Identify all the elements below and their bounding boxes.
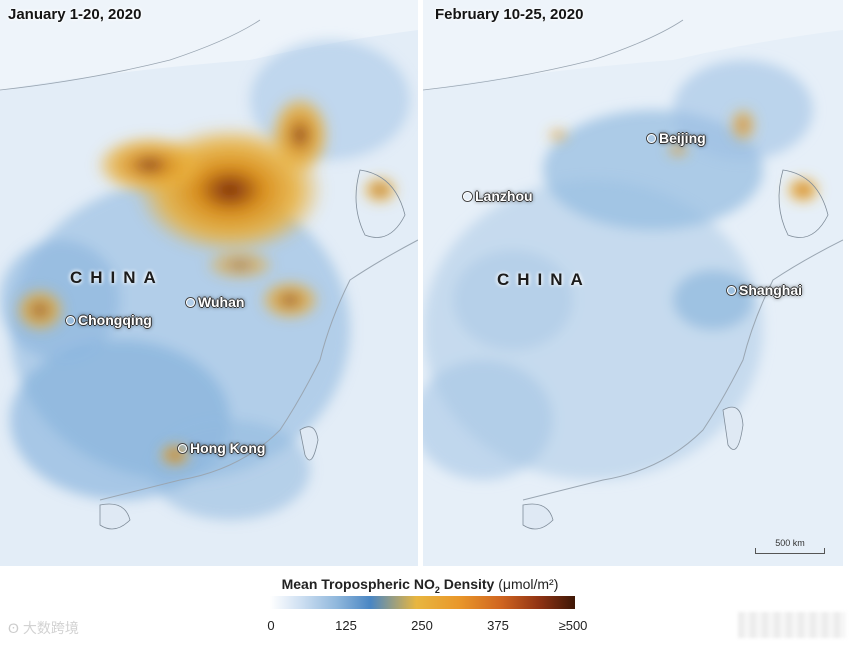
- city-marker-lanzhou[interactable]: Lanzhou: [463, 188, 533, 204]
- legend-unit: (μmol/m²): [498, 576, 559, 592]
- map-panel-january: January 1-20, 2020 CHINA Chongqing Wuhan…: [0, 0, 418, 566]
- blurred-qr-code: [738, 612, 846, 638]
- city-marker-beijing[interactable]: Beijing: [647, 130, 706, 146]
- watermark: ʘ 大数跨境: [8, 618, 79, 638]
- city-marker-shanghai[interactable]: Shanghai: [727, 282, 802, 298]
- no2-map-february: [423, 0, 843, 566]
- city-location-dot: [66, 315, 75, 325]
- city-label-hong-kong: Hong Kong: [190, 440, 266, 456]
- scale-bar: 500 km: [755, 538, 825, 558]
- legend-tick: ≥500: [558, 618, 588, 633]
- no2-map-january: [0, 0, 418, 566]
- city-label-lanzhou: Lanzhou: [475, 188, 533, 204]
- city-location-dot: [178, 443, 187, 453]
- city-location-dot: [463, 191, 472, 201]
- watermark-text: 大数跨境: [22, 620, 79, 636]
- legend-title-rest: Density: [439, 576, 499, 592]
- city-location-dot: [186, 297, 195, 307]
- scale-bar-label: 500 km: [775, 538, 805, 548]
- legend-title: Mean Tropospheric NO2 Density (μmol/m²): [0, 576, 840, 595]
- city-marker-wuhan[interactable]: Wuhan: [186, 294, 244, 310]
- legend-tick: 250: [411, 618, 433, 633]
- city-label-chongqing: Chongqing: [78, 312, 152, 328]
- city-location-dot: [647, 133, 656, 143]
- legend-tick: 0: [267, 618, 275, 633]
- city-marker-chongqing[interactable]: Chongqing: [66, 312, 152, 328]
- legend-title-subscript: 2: [434, 584, 440, 595]
- legend-color-bar: [270, 596, 575, 609]
- legend-title-main: Mean Tropospheric NO: [281, 576, 435, 592]
- city-location-dot: [727, 285, 736, 295]
- scale-bar-line: [755, 548, 825, 554]
- city-label-shanghai: Shanghai: [739, 282, 803, 298]
- city-label-wuhan: Wuhan: [198, 294, 245, 310]
- map-panel-february: February 10-25, 2020 CHINA Beijing Lanzh…: [423, 0, 843, 566]
- city-marker-hong-kong[interactable]: Hong Kong: [178, 440, 265, 456]
- weibo-logo-icon: ʘ: [8, 620, 19, 636]
- panel-title-february: February 10-25, 2020: [435, 6, 584, 23]
- country-label-china: CHINA: [70, 268, 164, 287]
- city-label-beijing: Beijing: [659, 130, 706, 146]
- legend-tick: 125: [335, 618, 357, 633]
- panel-title-january: January 1-20, 2020: [8, 6, 142, 23]
- legend-tick: 375: [487, 618, 509, 633]
- country-label-china: CHINA: [497, 270, 591, 289]
